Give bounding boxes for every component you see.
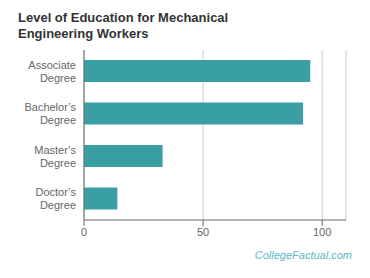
html-text:Engineering Workers: Engineering Workers xyxy=(18,26,149,41)
svg-text:50: 50 xyxy=(197,226,209,238)
html-text:CollegeFactual.com: CollegeFactual.com xyxy=(254,249,352,261)
svg-text:0: 0 xyxy=(81,226,87,238)
svg-text:Master’sDegree: Master’sDegree xyxy=(34,144,76,169)
svg-text:Doctor’sDegree: Doctor’sDegree xyxy=(35,186,76,211)
html-text:Level of Education for Mechani: Level of Education for Mechanical xyxy=(18,10,229,25)
svg-text:AssociateDegree: AssociateDegree xyxy=(28,59,76,84)
svg-text:100: 100 xyxy=(313,226,331,238)
svg-text:Bachelor’sDegree: Bachelor’sDegree xyxy=(24,101,76,126)
